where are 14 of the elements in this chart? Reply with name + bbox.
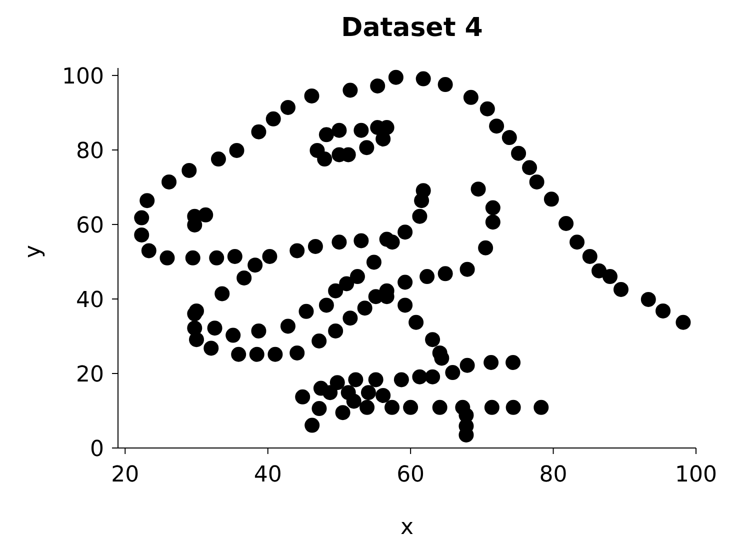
y-axis-title: y <box>20 244 46 258</box>
x-tick-label: 20 <box>111 462 140 488</box>
y-tick-label: 20 <box>76 362 104 388</box>
x-tick-label: 40 <box>254 462 282 488</box>
x-tick-label: 100 <box>675 462 717 488</box>
y-tick-label: 80 <box>76 138 104 164</box>
x-axis-title: x <box>400 515 414 540</box>
y-tick-label: 0 <box>90 436 104 462</box>
y-tick-label: 60 <box>76 213 104 238</box>
x-tick-label: 80 <box>539 462 568 488</box>
x-tick-label: 60 <box>396 462 425 488</box>
y-tick-label: 100 <box>62 64 104 90</box>
y-tick-label: 40 <box>76 288 104 313</box>
chart-title: Dataset 4 <box>340 12 484 45</box>
